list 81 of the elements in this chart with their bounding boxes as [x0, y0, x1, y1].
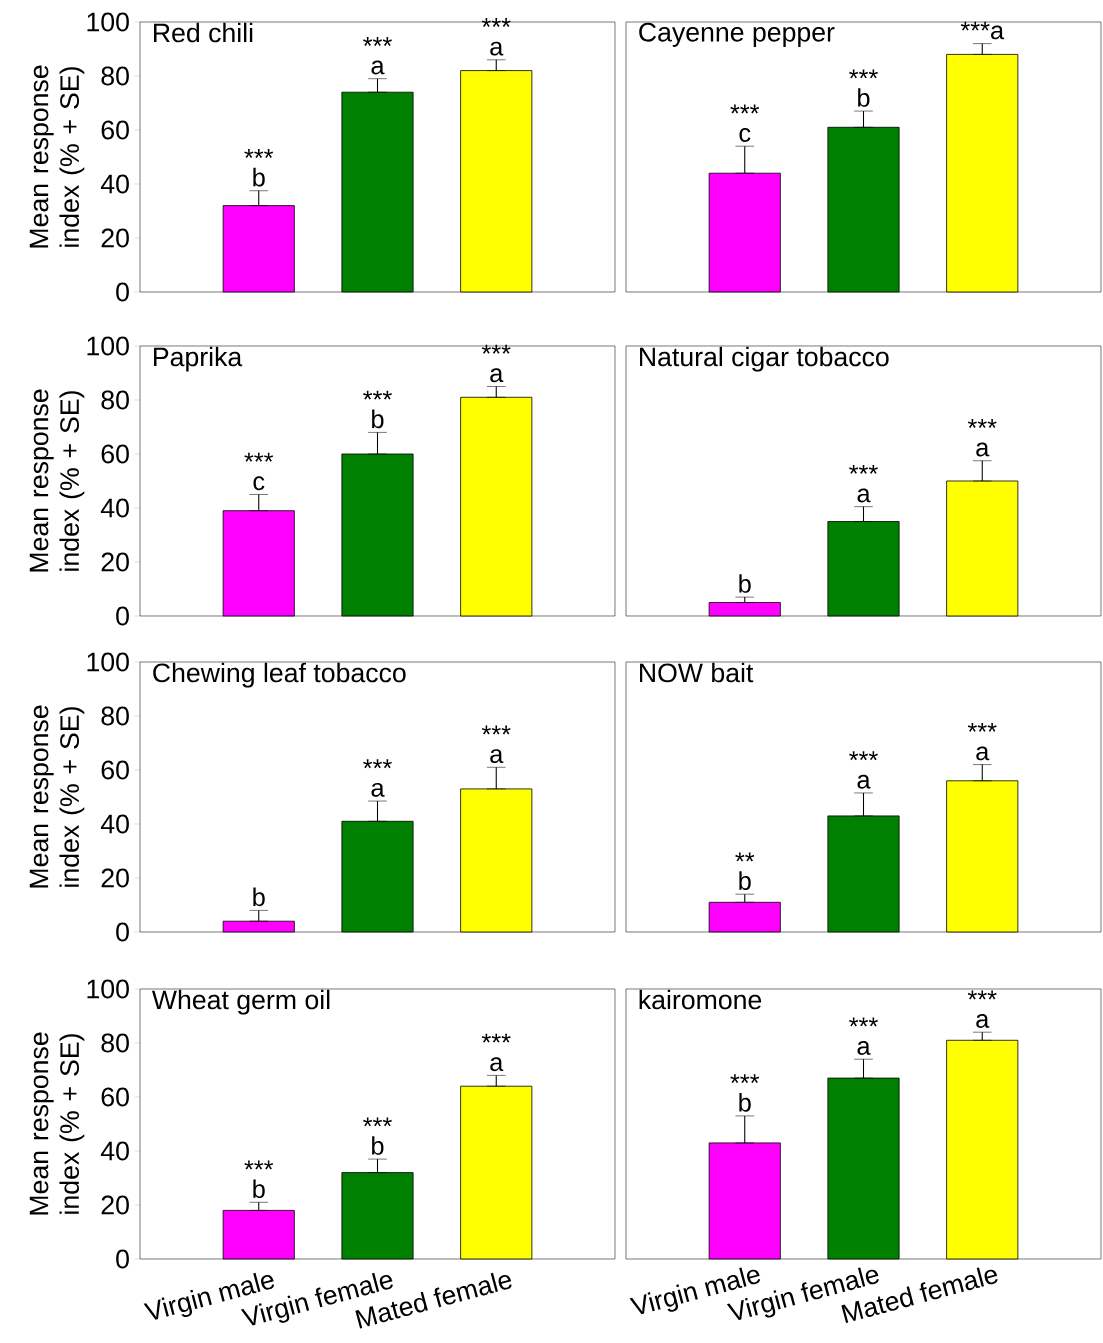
annotation: *** [849, 751, 878, 761]
annotation: b [739, 574, 751, 593]
y-axis-title: Mean response index (% + SE) [29, 389, 85, 572]
y-tick-label: 20 [101, 1195, 129, 1215]
annotation: *** [730, 1074, 760, 1084]
annotation: *** [363, 390, 392, 400]
annotation: *** [730, 104, 760, 114]
y-tick-label: 80 [101, 390, 129, 410]
annotation: ** [735, 852, 755, 862]
annotation: *** [967, 990, 997, 1000]
annotation: b [858, 88, 870, 107]
annotation: *** [244, 1160, 274, 1170]
y-tick-label: 80 [101, 66, 129, 86]
annotation: *** [849, 464, 878, 474]
annotation: c [739, 128, 751, 142]
chart-title: Paprika [154, 346, 243, 372]
y-tick-label: 80 [101, 1033, 129, 1053]
annotation: a [976, 442, 990, 457]
y-tick-label: 100 [87, 336, 129, 356]
annotation: *** [363, 759, 392, 769]
y-tick-label: 20 [101, 868, 129, 888]
y-tick-label: 100 [87, 979, 129, 999]
annotation: *** [849, 1017, 878, 1027]
annotation: b [253, 167, 265, 187]
annotation: b [253, 887, 265, 907]
y-tick-label: 0 [116, 1249, 129, 1269]
annotation: a [976, 746, 990, 761]
chart-title: Cayenne pepper [639, 22, 835, 47]
annotation: b [372, 409, 384, 429]
y-tick-label: 20 [101, 552, 129, 572]
y-tick-label: 40 [100, 814, 129, 834]
annotation: *** [244, 452, 274, 462]
y-axis-title: Mean response index (% + SE) [29, 65, 85, 248]
chart-title: Chewing leaf tobacco [153, 662, 406, 688]
annotation: a [371, 60, 385, 75]
y-axis-title: Mean response index (% + SE) [29, 705, 85, 888]
y-tick-label: 100 [87, 652, 129, 672]
annotation: b [253, 1179, 265, 1199]
annotation: *** [363, 1117, 392, 1127]
y-tick-label: 0 [116, 922, 129, 942]
annotation: *** [244, 149, 274, 158]
annotation: b [372, 1136, 384, 1155]
chart-title: kairomone [639, 989, 762, 1010]
chart-title: Natural cigar tobacco [640, 346, 889, 372]
y-tick-label: 60 [101, 444, 129, 464]
annotation: *** [849, 69, 878, 79]
y-tick-label: 80 [101, 706, 129, 726]
annotation: a [490, 368, 504, 383]
y-tick-label: 60 [101, 1087, 129, 1107]
annotation: a [371, 782, 385, 797]
y-tick-label: 100 [87, 12, 129, 32]
annotation: b [739, 871, 751, 890]
annotation: a [490, 41, 504, 56]
annotation: a [857, 1041, 871, 1055]
annotation: b [739, 1093, 751, 1112]
annotation: *** [363, 37, 392, 46]
y-tick-label: 60 [101, 760, 129, 780]
annotation: a [857, 488, 871, 503]
y-tick-label: 40 [100, 1141, 129, 1161]
annotation: *** [967, 419, 997, 428]
annotation: *** [967, 722, 997, 732]
y-tick-label: 40 [100, 174, 129, 194]
y-tick-label: 0 [116, 606, 129, 626]
annotation: *** [481, 1033, 511, 1043]
y-axis-title: Mean response index (% + SE) [29, 1032, 85, 1215]
y-tick-label: 60 [101, 120, 129, 140]
annotation: ***a [960, 21, 1005, 40]
annotation: a [490, 1057, 504, 1072]
y-tick-label: 20 [101, 228, 129, 248]
y-tick-label: 40 [100, 498, 129, 518]
annotation: a [976, 1014, 990, 1028]
annotation: *** [481, 344, 511, 354]
annotation: a [857, 774, 871, 789]
y-tick-label: 0 [116, 282, 129, 302]
annotation: *** [481, 18, 511, 27]
chart-title: NOW bait [640, 662, 754, 683]
annotation: a [490, 749, 504, 764]
chart-title: Wheat germ oil [151, 989, 330, 1015]
annotation: *** [481, 725, 511, 735]
annotation: c [253, 476, 265, 491]
chart-title: Red chili [154, 22, 253, 43]
